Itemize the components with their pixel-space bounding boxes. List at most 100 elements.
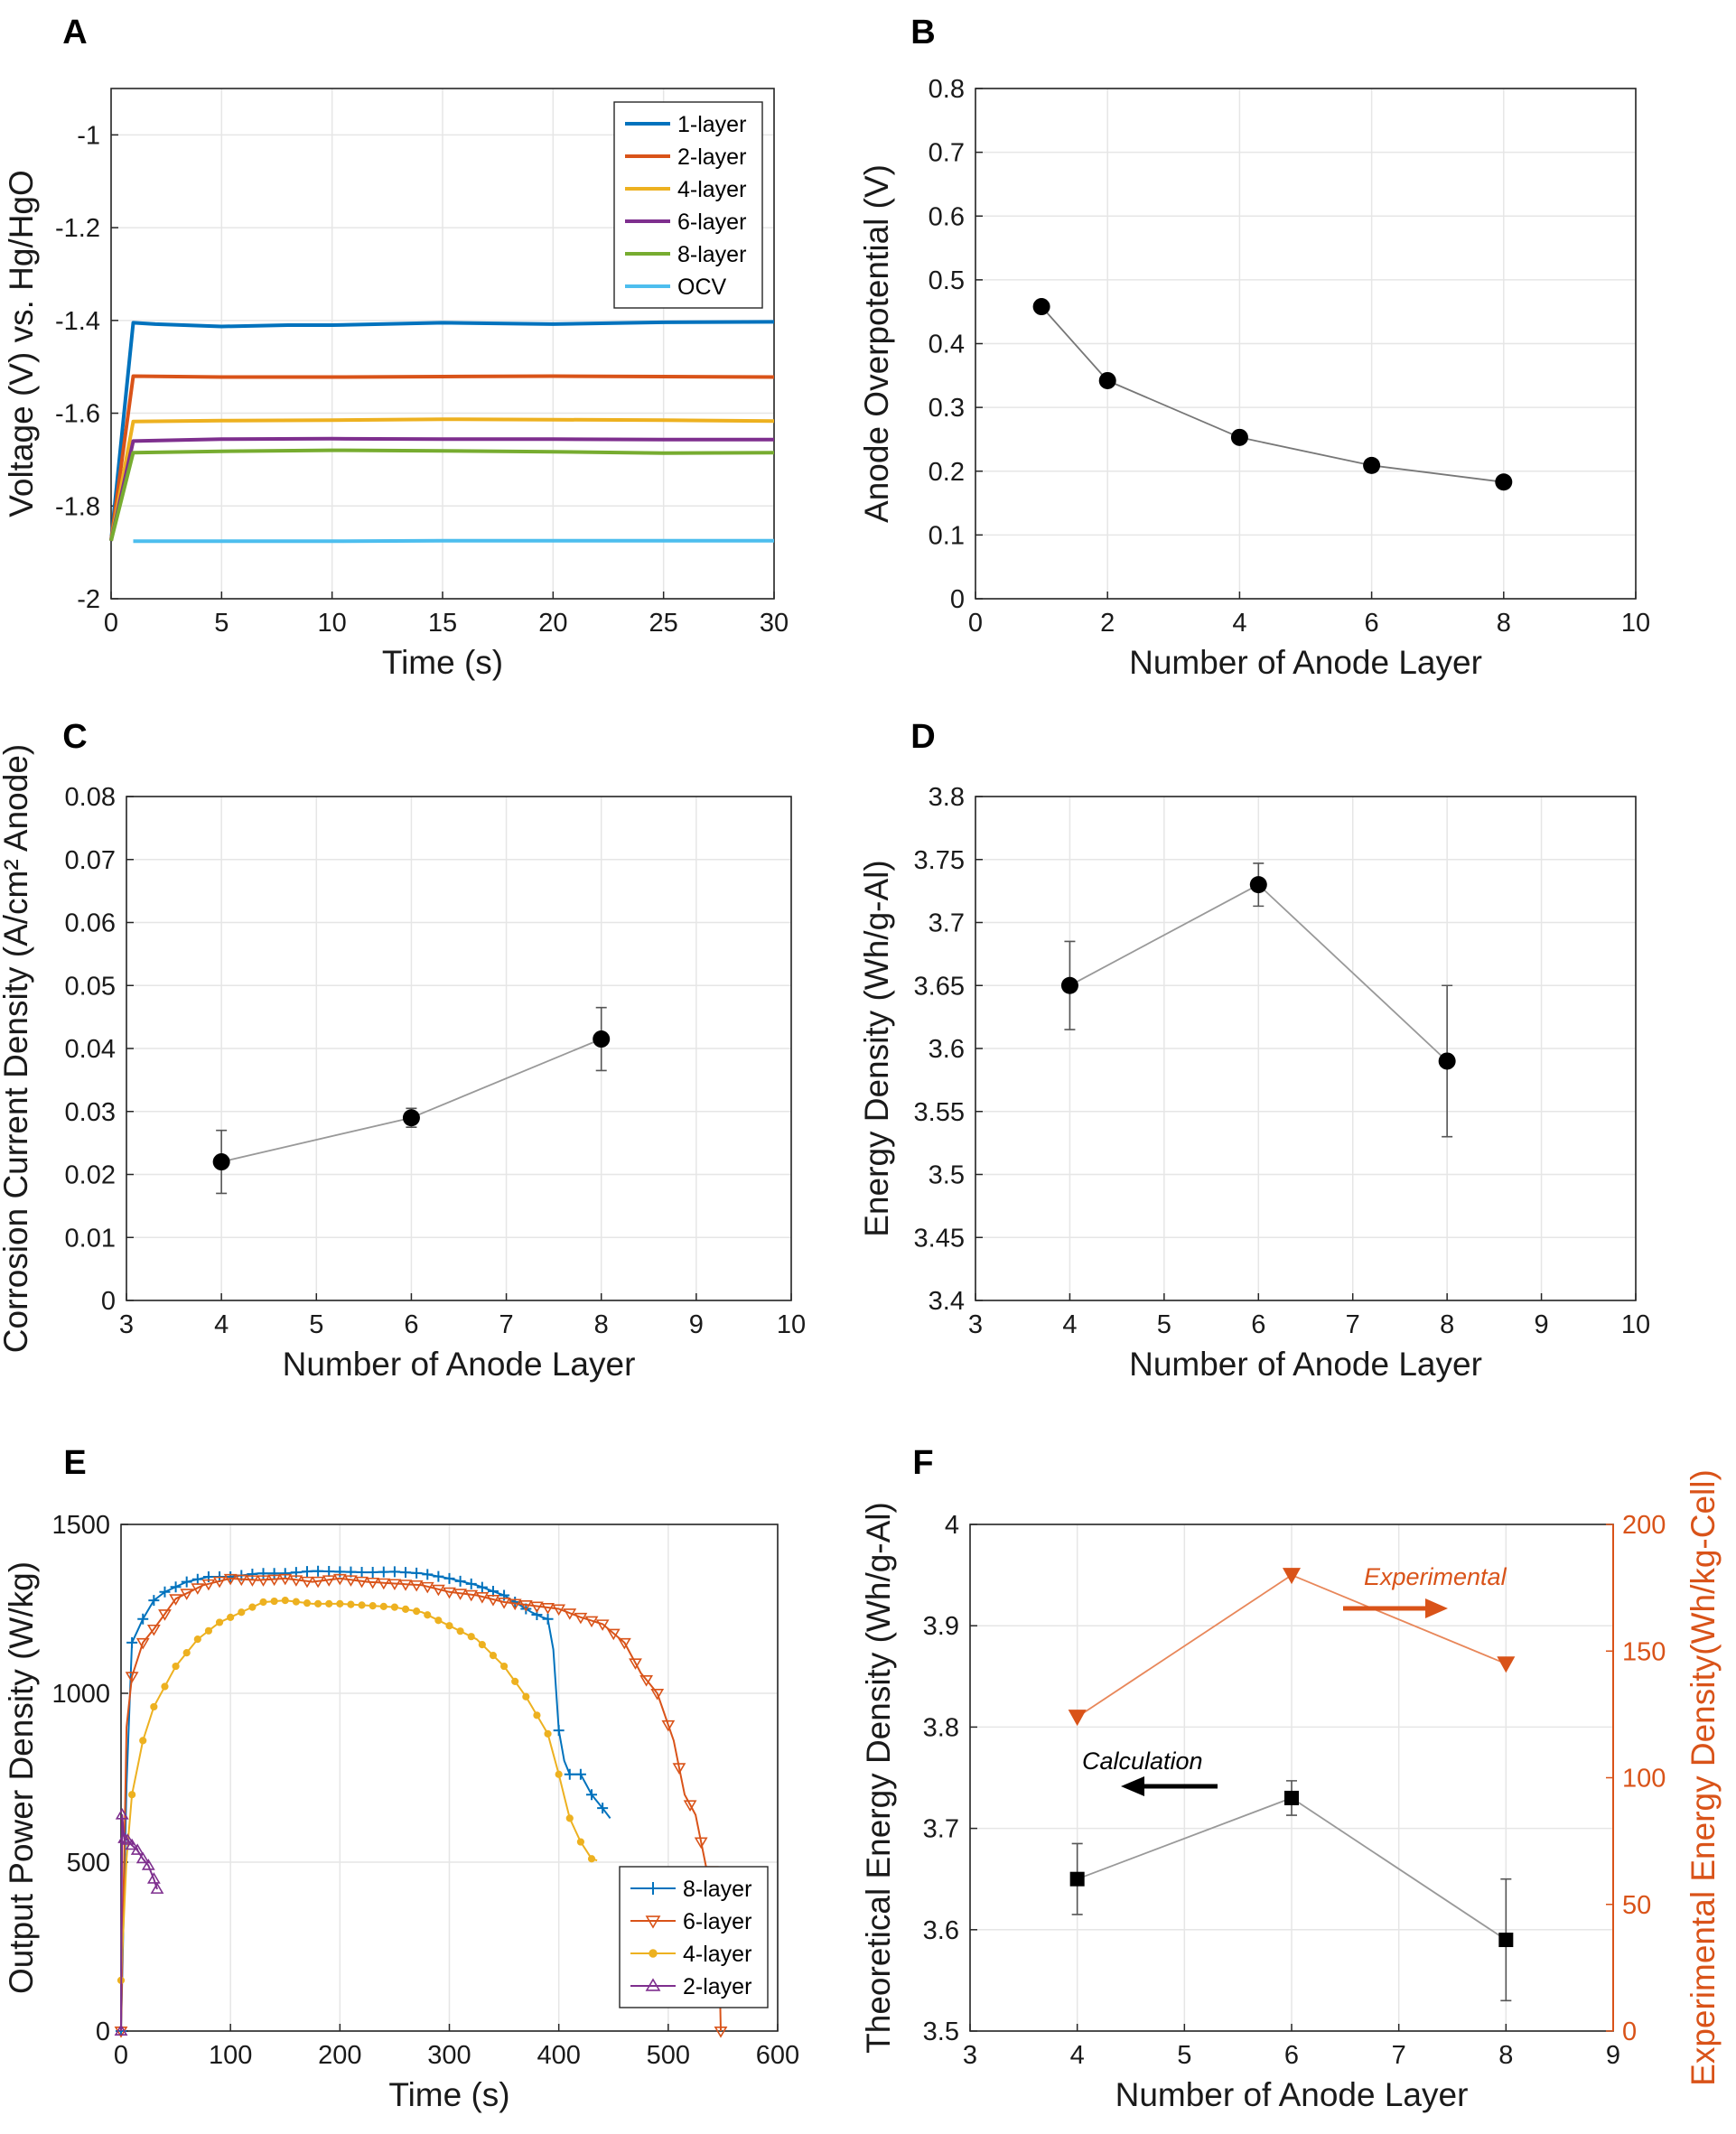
data-point: [1230, 428, 1248, 446]
data-point: [1060, 976, 1078, 994]
x-tick-label: 500: [647, 2041, 690, 2070]
panel-d: D 3 4 5 6 7 8 9 10 3.4 3.45 3.5 3.55 3.6 3.65 3.7 3.75 3.…: [858, 718, 1650, 1383]
series-marker: [314, 1599, 322, 1607]
series-marker: [445, 1622, 453, 1630]
series-marker: [464, 1589, 479, 1602]
y-tick-label: 0.5: [929, 266, 965, 295]
series-marker: [629, 1658, 642, 1670]
series-marker: [587, 1855, 596, 1863]
data-point: [402, 1109, 420, 1127]
y-tick-label: 0.7: [929, 139, 965, 168]
y-tick-label: 0.07: [65, 846, 116, 875]
y-tick-label: 0.1: [929, 521, 965, 550]
series-marker: [246, 1575, 259, 1587]
x-tick-label: 0: [114, 2041, 128, 2070]
series-marker: [257, 1568, 269, 1580]
x-tick-label: 4: [1070, 2041, 1085, 2070]
x-tick-label: 200: [318, 2041, 361, 2070]
series-marker: [270, 1597, 278, 1606]
y-tick-label: 3.7: [923, 1815, 959, 1844]
series-line-2-layer: [109, 374, 775, 542]
series-marker: [212, 1576, 227, 1589]
series-marker: [401, 1605, 410, 1613]
arrow-calculation-head: [1121, 1776, 1144, 1796]
legend-entry: 6-layer: [677, 210, 746, 235]
series-marker: [683, 1800, 697, 1812]
series-marker: [499, 1589, 510, 1601]
series-marker: [289, 1575, 303, 1587]
calculation-point: [1069, 1871, 1085, 1887]
y-right-tick-label: 100: [1622, 1765, 1666, 1794]
series-marker: [150, 1882, 164, 1894]
panel-b: B 0 2 4 6 8 10 0 0.1 0.2 0.3 0.4 0.5 0.6 0.7 0.8 Number …: [858, 14, 1650, 681]
x-tick-label: 4: [214, 1310, 229, 1339]
series-marker: [358, 1601, 366, 1609]
series-marker: [148, 1595, 160, 1607]
y-tick-label: 0.4: [929, 331, 965, 359]
x-tick-label: 10: [318, 609, 347, 638]
series-marker: [169, 1594, 182, 1606]
x-tick-label: 5: [309, 1310, 323, 1339]
series-marker: [606, 1628, 621, 1641]
series-marker: [278, 1573, 293, 1586]
y-tick-label: 3.6: [929, 1035, 965, 1064]
y-tick-label: 3.65: [914, 972, 965, 1001]
y-tick-label: 0: [96, 2018, 110, 2046]
legend-entry: 1-layer: [677, 112, 746, 137]
y-tick-label: 3.9: [923, 1612, 959, 1641]
y-tick-label: 3.75: [914, 846, 965, 875]
series-marker: [201, 1579, 216, 1591]
series-marker: [126, 1636, 138, 1648]
annotation-calculation: Calculation: [1082, 1747, 1203, 1775]
series-marker: [398, 1580, 413, 1591]
y-axis-label: Theoretical Energy Density (Wh/g-Al): [860, 1502, 897, 2054]
series-marker: [227, 1613, 235, 1621]
series-marker: [478, 1641, 486, 1649]
x-tick-label: 6: [1284, 2041, 1299, 2070]
y-right-tick-label: 200: [1622, 1511, 1666, 1540]
panel-c: C 3 4 5 6 7 8 9 10 0 0.01 0.02 0.03 0.04 0.05 0.06 0.07 0…: [0, 718, 806, 1383]
series-marker: [563, 1608, 577, 1620]
x-axis-label: Time (s): [382, 644, 503, 681]
x-tick-label: 7: [1346, 1310, 1360, 1339]
series-marker: [456, 1627, 464, 1635]
series-marker: [544, 1729, 552, 1738]
x-tick-label: 100: [209, 2041, 252, 2070]
series-marker: [332, 1573, 347, 1586]
series-marker: [497, 1598, 511, 1609]
y-axis-label: Output Power Density (W/kg): [3, 1561, 40, 1994]
x-tick-label: 3: [963, 2041, 977, 2070]
y-tick-label: 3.4: [929, 1287, 965, 1316]
x-tick-label: 9: [689, 1310, 704, 1339]
series-marker: [259, 1598, 267, 1607]
panel-a: A 0 5 10 15 20 25 30 -2 -1.8 -1.6 -1.4 -1.2 -1 Time (s…: [3, 14, 789, 681]
series-marker: [617, 1637, 631, 1650]
series-marker: [139, 1737, 147, 1745]
legend-entry: 4-layer: [683, 1942, 751, 1967]
series-line-4-layer: [120, 1599, 598, 1980]
series-marker: [292, 1598, 300, 1606]
y-right-tick-label: 0: [1622, 2018, 1637, 2046]
series-marker: [443, 1572, 455, 1584]
y-tick-label: 0: [950, 585, 965, 614]
panel-letter-e: E: [63, 1444, 86, 1482]
series-marker: [303, 1599, 312, 1607]
x-tick-label: 9: [1606, 2041, 1620, 2070]
y-tick-label: 1500: [51, 1511, 110, 1540]
y-tick-label: 0.04: [65, 1035, 116, 1064]
series-marker: [595, 1619, 610, 1631]
series-marker: [443, 1587, 456, 1599]
series-marker: [400, 1567, 412, 1579]
series-line-4-layer: [109, 417, 775, 542]
series-marker: [486, 1595, 500, 1607]
experimental-point: [1068, 1710, 1087, 1727]
series-marker: [223, 1573, 238, 1586]
data-point: [1032, 298, 1050, 316]
series-marker: [369, 1602, 377, 1610]
series-marker: [453, 1589, 468, 1600]
series-marker: [125, 1838, 139, 1850]
data-point: [593, 1030, 611, 1048]
calculation-point: [1498, 1933, 1514, 1948]
series-marker: [518, 1600, 533, 1612]
